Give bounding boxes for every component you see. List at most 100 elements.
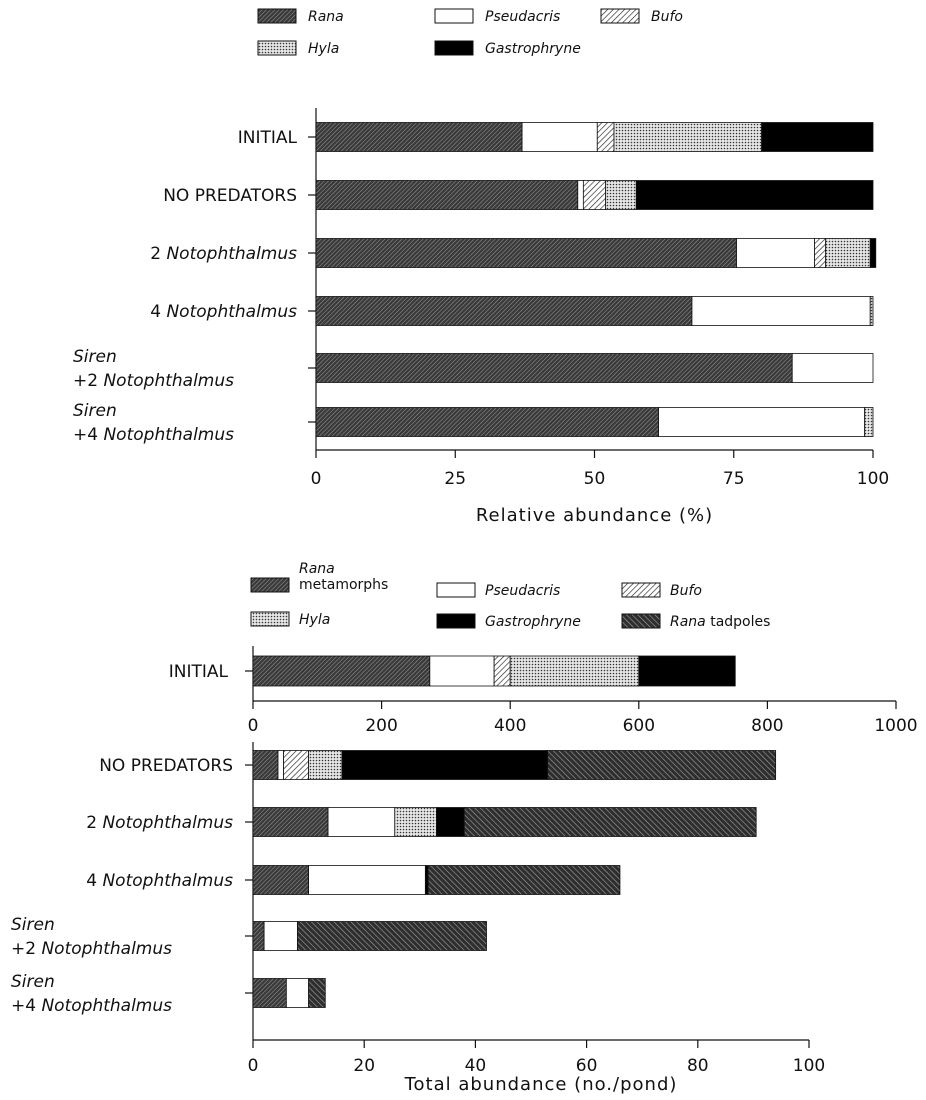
panel2-bar-segment [277, 750, 284, 780]
panel2-bar-segment [427, 865, 621, 895]
panel2-category-label: 4 Notophthalmus [86, 871, 233, 891]
x-tick-label: 75 [723, 469, 745, 489]
panel2-x-tick-label: 60 [576, 1056, 598, 1076]
legend-swatch-pseudacris [434, 8, 474, 24]
bar-segment-rana [315, 353, 793, 383]
bar-segment-rana [315, 238, 737, 268]
bar-segment-pseudacris [577, 180, 584, 210]
legend-swatch-0 [250, 577, 290, 593]
panel1-x-tick-label: 800 [751, 716, 783, 736]
legend-label-rana-metamorphs-line1: Rana [299, 561, 335, 577]
legend-swatch-bufo [600, 8, 640, 24]
panel2-category-label: 2 Notophthalmus [86, 813, 233, 833]
panel2-bar-segment [285, 978, 309, 1008]
bar-segment-pseudacris [658, 407, 866, 437]
legend-swatch-2 [621, 582, 661, 598]
legend-label-pseudacris: Pseudacris [485, 583, 560, 599]
panel2-category-label-part: Siren [11, 972, 55, 992]
panel1-bar-segment [509, 655, 640, 687]
legend-label-rana: Rana [308, 9, 344, 25]
category-label-line1: Siren [73, 401, 117, 421]
legend-swatch-5 [621, 613, 661, 629]
panel2-category-label-part: Notophthalmus [102, 871, 233, 891]
bar-segment-bufo [582, 180, 607, 210]
panel1-x-tick-label: 200 [365, 716, 397, 736]
panel2-bar-segment [327, 807, 396, 837]
bar-segment-pseudacris [736, 238, 815, 268]
legend-label-bufo: Bufo [670, 583, 702, 599]
legend-swatch-3 [250, 611, 290, 627]
panel2-x-tick-label: 100 [793, 1056, 825, 1076]
legend-label-rana-tadpoles: Rana tadpoles [670, 614, 770, 630]
category-label: 2 Notophthalmus [150, 244, 297, 264]
legend-label-part: tadpoles [706, 614, 771, 630]
panel1-x-tick-label: 400 [494, 716, 526, 736]
category-label-part: 2 [150, 244, 166, 264]
panel2-bar-segment [252, 807, 329, 837]
panel2-category-label-part: 2 [86, 813, 102, 833]
panel2-category-label-part: +2 [11, 939, 41, 959]
x-tick-label: 0 [311, 469, 322, 489]
bar-segment-bufo [814, 238, 827, 268]
panel2-bar-segment [547, 750, 777, 780]
panel2-category-label-part: Siren [11, 915, 55, 935]
bottom-x-axis-title: Total abundance (no./pond) [404, 1074, 678, 1095]
category-label-part: 4 [150, 302, 166, 322]
legend-label-hyla: Hyla [299, 612, 330, 628]
panel1-bar-segment [429, 655, 495, 687]
category-label-line1: Siren [73, 347, 117, 367]
legend-label-pseudacris: Pseudacris [485, 9, 560, 25]
bar-segment-pseudacris [521, 122, 598, 152]
legend-label-bufo: Bufo [651, 9, 683, 25]
category-label-part: INITIAL [238, 128, 298, 148]
panel2-category-label-line1: Siren [11, 915, 55, 935]
bar-segment-rana [315, 407, 659, 437]
bar-segment-rana [315, 296, 693, 326]
panel2-category-label: NO PREDATORS [99, 756, 233, 776]
panel2-bar-segment [252, 978, 287, 1008]
bar-segment-hyla [605, 180, 637, 210]
legend-swatch-1 [436, 582, 476, 598]
panel1-bar-segment [252, 655, 431, 687]
category-label-part: +4 [73, 425, 103, 445]
bar-segment-hyla [825, 238, 871, 268]
panel2-x-tick-label: 40 [465, 1056, 487, 1076]
panel2-x-tick-label: 80 [687, 1056, 709, 1076]
x-tick-label: 50 [584, 469, 606, 489]
panel2-bar-segment [263, 921, 298, 951]
panel2-x-tick-label: 20 [353, 1056, 375, 1076]
panel2-bar-segment [283, 750, 309, 780]
category-label-part: NO PREDATORS [163, 186, 297, 206]
category-label: 4 Notophthalmus [150, 302, 297, 322]
bar-segment-gastrophryne [869, 238, 877, 268]
panel2-category-label-part: Notophthalmus [102, 813, 233, 833]
bar-segment-hyla [864, 407, 874, 437]
panel1-category-label-part: INITIAL [169, 662, 229, 682]
panel2-category-label-line2: +2 Notophthalmus [11, 939, 172, 959]
category-label-part: Notophthalmus [166, 302, 297, 322]
legend-label-gastrophryne: Gastrophryne [485, 41, 581, 57]
category-label-line2: +4 Notophthalmus [73, 425, 234, 445]
x-axis-title: Relative abundance (%) [476, 505, 713, 526]
legend-swatch-rana [257, 8, 297, 24]
legend-label-rana-metamorphs-line2: metamorphs [299, 577, 388, 593]
bar-segment-rana [315, 180, 579, 210]
category-label-line2: +2 Notophthalmus [73, 371, 234, 391]
panel2-category-label-line1: Siren [11, 972, 55, 992]
panel1-bar-segment [493, 655, 511, 687]
panel2-category-label-part: +4 [11, 996, 41, 1016]
panel1-x-tick-label: 600 [623, 716, 655, 736]
panel2-bar-segment [252, 865, 309, 895]
panel2-bar-segment [436, 807, 465, 837]
bar-segment-gastrophryne [635, 180, 874, 210]
legend-label-gastrophryne: Gastrophryne [485, 614, 581, 630]
panel2-bar-segment [308, 865, 426, 895]
legend-swatch-hyla [257, 40, 297, 56]
panel1-x-tick-label: 0 [248, 716, 259, 736]
category-label-part: Notophthalmus [166, 244, 297, 264]
bar-segment-hyla [869, 296, 874, 326]
panel2-x-tick-label: 0 [248, 1056, 259, 1076]
panel2-category-label-line2: +4 Notophthalmus [11, 996, 172, 1016]
x-tick-label: 25 [444, 469, 466, 489]
category-label-part: Notophthalmus [103, 425, 234, 445]
